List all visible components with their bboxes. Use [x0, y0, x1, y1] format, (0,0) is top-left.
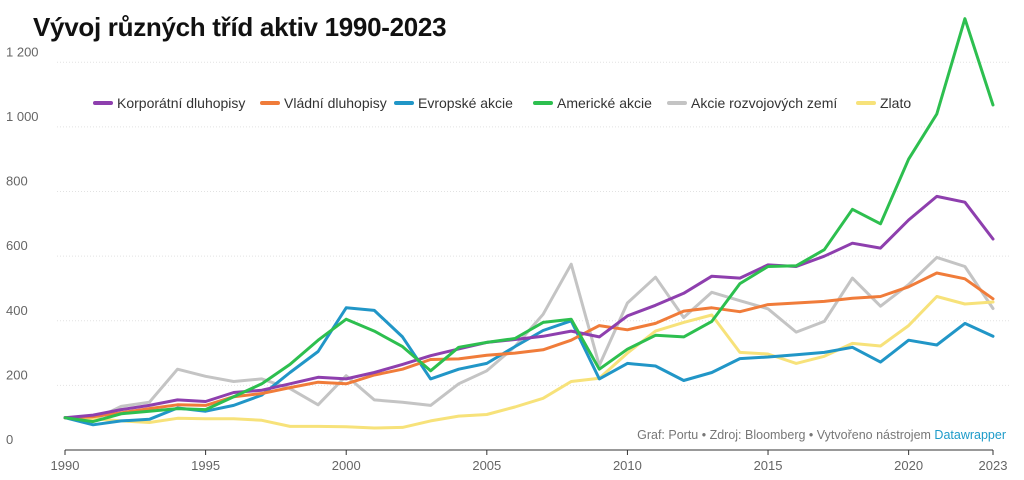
x-tick-label: 2015 [754, 458, 783, 473]
y-tick-label: 600 [6, 238, 28, 253]
y-axis: 0 200 400 600 800 1 000 1 200 [6, 44, 39, 447]
x-tick-label: 2005 [472, 458, 501, 473]
legend-label: Vládní dluhopisy [284, 95, 387, 111]
x-tick-label: 2023 [979, 458, 1008, 473]
legend-label: Americké akcie [557, 95, 652, 111]
grid-lines [57, 61, 1011, 386]
x-tick-label: 1995 [191, 458, 220, 473]
credit-text: Graf: Portu • Zdroj: Bloomberg • Vytvoře… [637, 428, 935, 442]
series-line [63, 271, 995, 420]
legend-label: Zlato [880, 95, 911, 111]
legend-label: Akcie rozvojových zemí [691, 95, 837, 111]
y-tick-label: 200 [6, 367, 28, 382]
x-axis: 1990 1995 2000 2005 2010 2015 2020 2023 [51, 449, 1008, 473]
datawrapper-link[interactable]: Datawrapper [934, 428, 1006, 442]
chart-title: Vývoj různých tříd aktiv 1990-2023 [33, 12, 447, 42]
x-tick-label: 2010 [613, 458, 642, 473]
y-tick-label: 1 000 [6, 109, 39, 124]
series-lines [63, 17, 995, 430]
legend-label: Evropské akcie [418, 95, 513, 111]
series-line [63, 17, 995, 424]
series-line [63, 306, 995, 427]
legend: Korporátní dluhopisy Vládní dluhopisy Evro… [93, 95, 911, 111]
legend-label: Korporátní dluhopisy [117, 95, 245, 111]
x-tick-label: 2020 [894, 458, 923, 473]
source-credit: Graf: Portu • Zdroj: Bloomberg • Vytvoře… [637, 428, 1006, 442]
y-tick-label: 400 [6, 303, 28, 318]
series-line [63, 194, 995, 420]
x-tick-label: 2000 [332, 458, 361, 473]
y-tick-label: 0 [6, 432, 13, 447]
y-tick-label: 1 200 [6, 44, 39, 59]
y-tick-label: 800 [6, 174, 28, 189]
x-tick-label: 1990 [51, 458, 80, 473]
